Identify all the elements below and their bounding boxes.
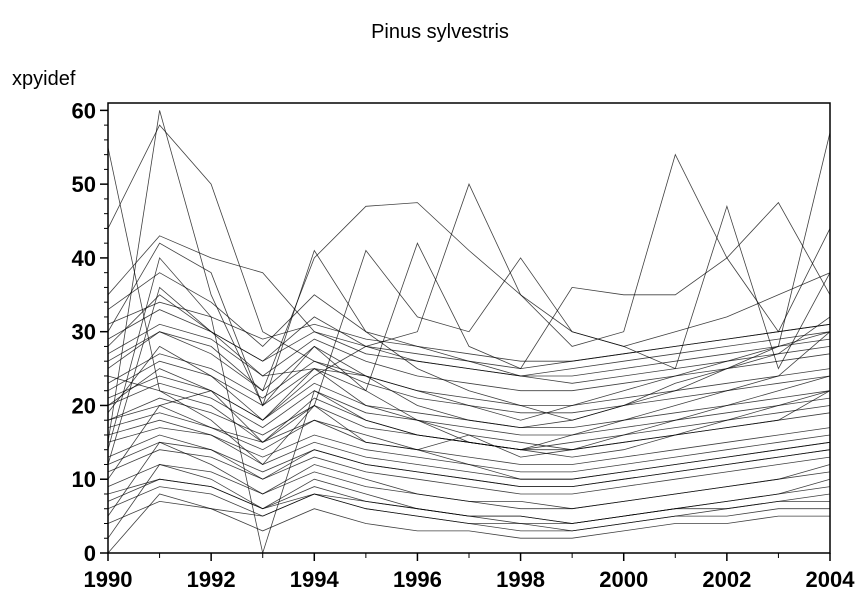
y-tick-label-10: 10 <box>72 467 96 492</box>
series-line-38 <box>107 397 831 451</box>
series-line-24 <box>107 412 831 465</box>
y-tick-label-0: 0 <box>84 541 96 566</box>
y-tick-label-30: 30 <box>72 320 96 345</box>
series-line-28 <box>107 301 831 362</box>
series-line-34 <box>107 382 831 436</box>
series-line-23 <box>107 375 831 429</box>
series-line-31 <box>107 427 831 473</box>
series-line-20 <box>107 375 831 451</box>
x-tick-label-2000: 2000 <box>599 567 648 592</box>
y-tick-label-60: 60 <box>72 98 96 123</box>
series-line-29 <box>107 486 830 532</box>
series-line-26 <box>107 464 831 510</box>
x-tick-label-1994: 1994 <box>290 567 340 592</box>
series-line-30 <box>107 353 831 414</box>
x-tick-label-2004: 2004 <box>806 567 856 592</box>
y-axis: 0 10 20 30 40 50 60 <box>72 98 108 566</box>
x-tick-label-1992: 1992 <box>187 567 236 592</box>
chart-title: Pinus sylvestris <box>371 21 509 43</box>
y-axis-label: xpyidef <box>12 68 76 90</box>
series-line-2 <box>107 124 831 429</box>
series-line-16 <box>107 345 831 451</box>
y-tick-label-50: 50 <box>72 172 96 197</box>
x-tick-label-2002: 2002 <box>702 567 751 592</box>
series-line-5 <box>107 202 831 392</box>
x-tick-label-1996: 1996 <box>393 567 442 592</box>
series-line-33 <box>107 323 831 392</box>
x-axis: 1990 1992 1994 1996 1998 2000 2002 2004 <box>84 553 856 592</box>
series-line-25 <box>107 331 831 406</box>
series-layer <box>107 110 831 555</box>
series-line-36 <box>107 309 831 377</box>
y-tick-label-40: 40 <box>72 246 96 271</box>
x-tick-label-1998: 1998 <box>496 567 545 592</box>
series-line-15 <box>107 419 831 480</box>
series-line-37 <box>107 478 831 524</box>
x-tick-label-1990: 1990 <box>84 567 133 592</box>
series-line-32 <box>107 500 830 539</box>
series-line-35 <box>107 441 831 488</box>
series-line-3 <box>107 110 831 451</box>
series-line-7 <box>107 204 831 443</box>
series-line-21 <box>107 272 831 377</box>
plot-frame <box>107 102 831 554</box>
y-tick-label-20: 20 <box>72 393 96 418</box>
series-line-8 <box>107 201 831 406</box>
series-line-27 <box>107 449 831 495</box>
